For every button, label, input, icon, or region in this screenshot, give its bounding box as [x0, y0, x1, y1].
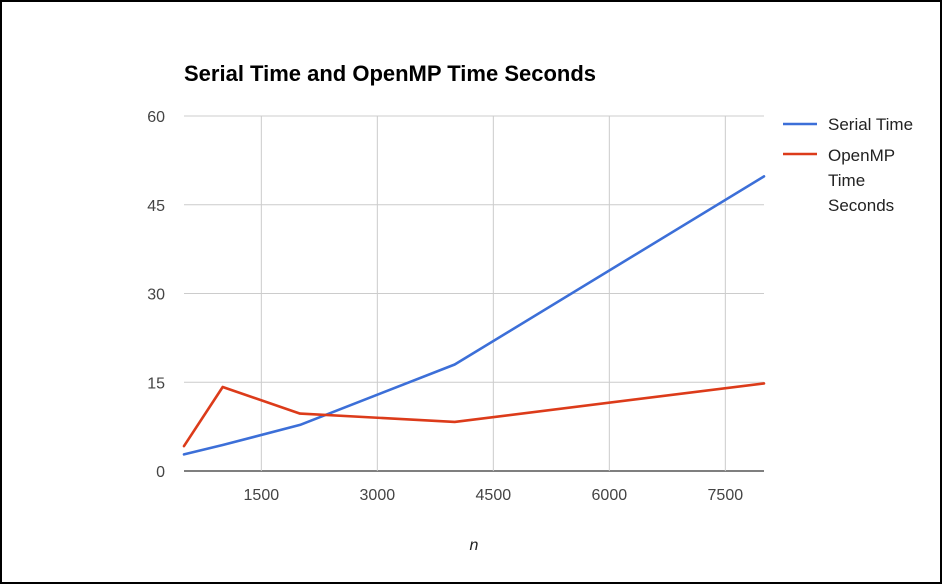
y-tick-label: 15 — [147, 375, 165, 392]
x-tick-label: 3000 — [360, 487, 396, 504]
legend-label-openmp-time-line: Seconds — [828, 196, 894, 215]
legend-label-openmp-time-line: Time — [828, 171, 865, 190]
series-line-openmp-time — [182, 382, 766, 448]
x-axis-ticks: 1500 3000 4500 6000 7500 — [244, 487, 744, 504]
y-axis-ticks: 0 15 30 45 60 — [147, 109, 165, 481]
y-tick-label: 60 — [147, 109, 165, 126]
grid — [184, 115, 764, 472]
x-axis-label: n — [470, 537, 479, 554]
x-tick-label: 1500 — [244, 487, 280, 504]
series-lines — [182, 175, 766, 456]
x-tick-label: 4500 — [476, 487, 512, 504]
legend-label-serial-time: Serial Time — [828, 115, 913, 134]
x-tick-label: 7500 — [708, 487, 744, 504]
legend: Serial Time OpenMP Time Seconds — [783, 115, 913, 215]
y-tick-label: 30 — [147, 287, 165, 304]
series-line-serial-time — [182, 175, 766, 456]
chart-title: Serial Time and OpenMP Time Seconds — [184, 61, 596, 86]
y-tick-label: 45 — [147, 198, 165, 215]
y-tick-label: 0 — [156, 464, 165, 481]
x-tick-label: 6000 — [592, 487, 628, 504]
legend-label-openmp-time-line: OpenMP — [828, 146, 895, 165]
